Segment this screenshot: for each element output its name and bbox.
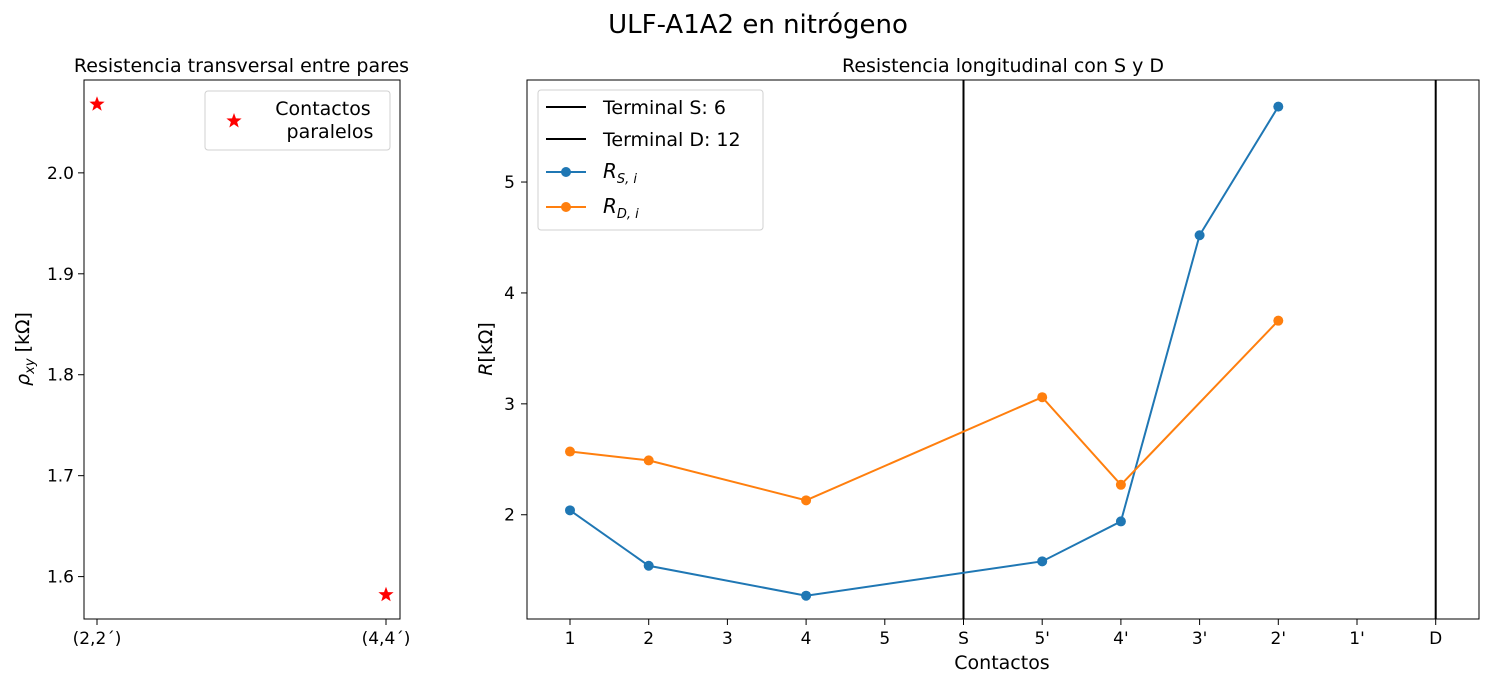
series-point	[1115, 516, 1126, 527]
right-y-axis-label: R[kΩ]	[475, 322, 497, 376]
legend-entry-contactos-paralelos-line2: paralelos	[287, 121, 374, 143]
transverse-resistance-chart: Resistencia transversal entre pares 1.61…	[12, 55, 410, 649]
legend-rs-label: RS, i	[603, 159, 637, 187]
series-point	[1037, 556, 1048, 567]
right-y-tick-label: 5	[504, 173, 515, 193]
left-x-axis: (2,2´) (4,4´)	[73, 619, 411, 649]
legend-terminal-d: Terminal D: 12	[602, 129, 741, 151]
right-x-tick-label: 2	[643, 629, 654, 649]
left-y-axis-label: ρxy [kΩ]	[12, 312, 38, 386]
right-x-tick-label: 5	[879, 629, 890, 649]
left-chart-title: Resistencia transversal entre pares	[74, 55, 409, 77]
right-legend-box	[537, 89, 764, 231]
series-point	[1037, 392, 1048, 403]
series-point	[801, 590, 812, 601]
right-y-axis: 2 3 4 5	[504, 173, 527, 526]
legend-entry-contactos-paralelos-line1: Contactos	[275, 98, 370, 120]
left-y-axis: 1.6 1.7 1.8 1.9 2.0	[47, 164, 84, 588]
series-line	[569, 319, 1280, 502]
right-chart-title: Resistencia longitudinal con S y D	[842, 55, 1164, 77]
right-x-tick-label: 1'	[1349, 629, 1365, 649]
left-y-tick-label: 1.9	[47, 265, 74, 285]
series-point	[1194, 230, 1205, 241]
left-x-tick-label: (2,2´)	[73, 629, 122, 649]
right-x-tick-label: 2'	[1271, 629, 1287, 649]
legend-terminal-s: Terminal S: 6	[602, 97, 726, 119]
longitudinal-resistance-chart: Resistencia longitudinal con S y D 2345 …	[475, 55, 1480, 674]
right-y-tick-label: 2	[504, 506, 515, 526]
figure-title: ULF-A1A2 en nitrógeno	[608, 10, 908, 40]
legend-rd-label: RD, i	[603, 194, 639, 222]
legend-rd-marker	[561, 202, 571, 212]
series-point	[643, 560, 654, 571]
left-y-tick-label: 1.8	[47, 366, 74, 386]
right-x-tick-label: 3	[722, 629, 733, 649]
right-x-axis-label: Contactos	[954, 652, 1049, 674]
right-x-tick-label: 3'	[1192, 629, 1208, 649]
left-plot-frame	[83, 79, 401, 620]
right-x-tick-label: 4	[801, 629, 812, 649]
series-point	[1273, 315, 1284, 326]
right-plot-frame	[526, 79, 1480, 620]
right-x-tick-label: S	[958, 629, 969, 649]
right-y-tick-label: 4	[504, 284, 515, 304]
right-x-tick-label: 5'	[1034, 629, 1050, 649]
left-legend-box	[204, 90, 391, 151]
star-point	[89, 96, 105, 111]
legend-rs-marker	[561, 167, 571, 177]
left-y-tick-label: 2.0	[47, 164, 74, 184]
right-x-tick-label: 1	[565, 629, 576, 649]
right-x-tick-label: 4'	[1113, 629, 1129, 649]
right-x-tick-label: D	[1429, 629, 1442, 649]
left-y-tick-label: 1.6	[47, 568, 74, 588]
left-x-tick-label: (4,4´)	[362, 629, 411, 649]
series-point	[801, 495, 812, 506]
left-series-points	[89, 96, 394, 602]
series-point	[643, 455, 654, 466]
terminal-lines	[962, 80, 1437, 619]
left-y-tick-label: 1.7	[47, 467, 74, 487]
right-series	[565, 101, 1284, 601]
left-legend: Contactos paralelos	[204, 90, 391, 151]
legend-star-marker	[226, 113, 242, 128]
right-y-tick-label: 3	[504, 395, 515, 415]
series-point	[565, 505, 575, 516]
series-point	[1273, 101, 1284, 112]
series-point	[1115, 479, 1126, 490]
right-legend: Terminal S: 6 Terminal D: 12 RS, i RD, i	[537, 89, 764, 231]
star-point	[378, 586, 394, 602]
right-x-axis: 1 2 3 4 5 S 5' 4' 3' 2' 1' D	[565, 619, 1442, 649]
series-point	[565, 446, 575, 457]
